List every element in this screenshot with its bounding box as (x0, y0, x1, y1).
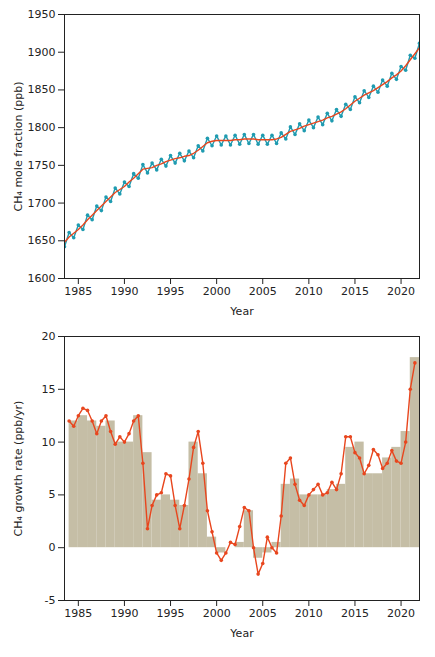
svg-text:2020: 2020 (387, 607, 415, 620)
svg-text:2010: 2010 (295, 285, 323, 298)
svg-text:Year: Year (229, 305, 254, 318)
svg-text:-5: -5 (45, 594, 56, 607)
svg-text:2000: 2000 (203, 607, 231, 620)
svg-text:CH₄ growth rate (ppb/yr): CH₄ growth rate (ppb/yr) (12, 401, 25, 537)
svg-text:1985: 1985 (64, 285, 92, 298)
svg-text:1600: 1600 (28, 272, 56, 285)
svg-text:15: 15 (42, 383, 56, 396)
svg-text:10: 10 (42, 436, 56, 449)
svg-text:2015: 2015 (341, 285, 369, 298)
svg-text:1850: 1850 (28, 83, 56, 96)
svg-text:0: 0 (49, 541, 56, 554)
svg-text:2010: 2010 (295, 607, 323, 620)
svg-text:1800: 1800 (28, 121, 56, 134)
svg-text:1995: 1995 (157, 285, 185, 298)
svg-text:2005: 2005 (249, 285, 277, 298)
svg-text:5: 5 (49, 488, 56, 501)
svg-text:CH₄ mole fraction (ppb): CH₄ mole fraction (ppb) (12, 82, 25, 212)
svg-text:1985: 1985 (64, 607, 92, 620)
svg-text:1650: 1650 (28, 234, 56, 247)
svg-text:1750: 1750 (28, 159, 56, 172)
svg-text:20: 20 (42, 330, 56, 343)
svg-text:1995: 1995 (157, 607, 185, 620)
svg-text:1700: 1700 (28, 197, 56, 210)
svg-text:Year: Year (229, 627, 254, 640)
svg-text:2020: 2020 (387, 285, 415, 298)
svg-text:2015: 2015 (341, 607, 369, 620)
svg-text:1950: 1950 (28, 8, 56, 21)
svg-text:2000: 2000 (203, 285, 231, 298)
svg-text:2005: 2005 (249, 607, 277, 620)
svg-text:1990: 1990 (110, 607, 138, 620)
svg-text:1990: 1990 (110, 285, 138, 298)
svg-text:1900: 1900 (28, 46, 56, 59)
